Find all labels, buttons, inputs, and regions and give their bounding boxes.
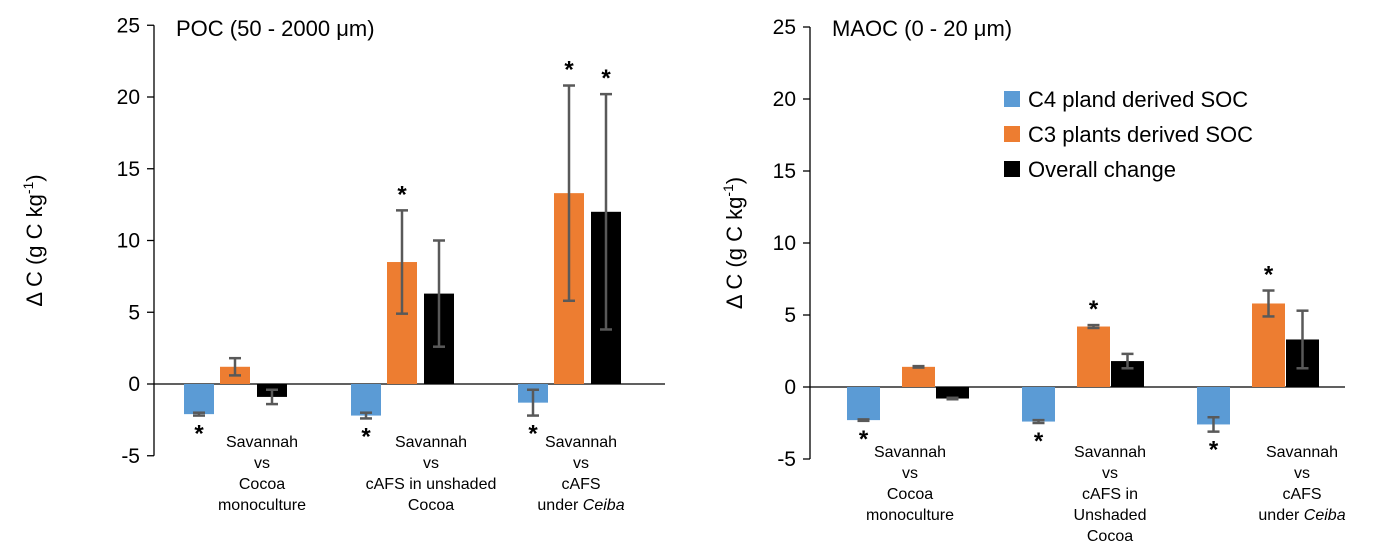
category-label-line: cAFS in <box>1082 486 1138 503</box>
y-tick-label: 15 <box>773 160 796 183</box>
y-tick-label: 10 <box>117 230 140 253</box>
legend-entry: C3 plants derived SOC <box>1028 122 1253 147</box>
category-label-line: Cocoa <box>408 497 454 514</box>
bar-c4 <box>351 384 381 416</box>
significance-star: * <box>528 421 538 448</box>
bar-overall <box>936 387 969 399</box>
category-label-line: Savannah <box>545 434 617 451</box>
bar-c4 <box>1022 387 1055 422</box>
category-label-line: Savannah <box>1074 444 1146 461</box>
legend: C4 pland derived SOC C3 plants derived SO… <box>1004 87 1253 182</box>
chart-title: MAOC (0 - 20 μm) <box>832 16 1012 41</box>
significance-star: * <box>397 181 407 208</box>
category-label-line: vs <box>573 455 589 472</box>
category-label-line: monoculture <box>866 507 954 524</box>
category-label-line: vs <box>423 455 439 472</box>
chart-panel-1: POC (50 - 2000 μm) 25 20 15 10 5 0 -5 Δ C (g C k… <box>20 14 665 514</box>
significance-star: * <box>1209 437 1219 464</box>
category-label-line: under Ceiba <box>537 497 624 514</box>
legend-entry: Overall change <box>1028 157 1176 182</box>
y-tick-label: -5 <box>777 448 796 471</box>
y-tick-label: 5 <box>784 304 796 327</box>
category-label-line: under Ceiba <box>1258 507 1345 524</box>
category-label-line: Cocoa <box>239 476 285 493</box>
category-label-line: vs <box>1294 465 1310 482</box>
category-label-line: vs <box>254 455 270 472</box>
category-label-line: vs <box>902 465 918 482</box>
significance-star: * <box>859 426 869 453</box>
category-label: Savannah vs cAFS in unshaded Cocoa <box>366 434 497 514</box>
y-axis-label: Δ C (g C kg-1) <box>20 174 47 306</box>
category-label-line: cAFS in unshaded <box>366 476 497 493</box>
category-label-italic: Ceiba <box>1304 507 1346 524</box>
category-label-line: cAFS <box>561 476 600 493</box>
significance-star: * <box>1089 296 1099 323</box>
category-label-line: Savannah <box>226 434 298 451</box>
category-label-line: Savannah <box>1266 444 1338 461</box>
bar-c4 <box>184 384 214 415</box>
category-label-line: Cocoa <box>887 486 933 503</box>
category-label: Savannah vs Cocoa monoculture <box>866 444 954 524</box>
category-label-line: Savannah <box>395 434 467 451</box>
significance-star: * <box>361 423 371 450</box>
y-axis-label-main: Δ C (g C kg <box>722 197 747 310</box>
category-label-text: under <box>537 497 582 514</box>
category-label-line: cAFS <box>1282 486 1321 503</box>
y-tick-label: 5 <box>128 301 140 324</box>
bar-c4 <box>847 387 880 421</box>
y-axis-label: Δ C (g C kg-1) <box>720 177 747 309</box>
legend-swatch <box>1004 91 1020 107</box>
bar-c3 <box>1077 326 1110 387</box>
category-label-italic: Ceiba <box>583 497 625 514</box>
significance-star: * <box>1034 428 1044 455</box>
y-tick-label: 15 <box>117 158 140 181</box>
y-tick-label: 10 <box>773 232 796 255</box>
category-label-line: Savannah <box>874 444 946 461</box>
y-tick-label: 0 <box>128 373 140 396</box>
significance-star: * <box>564 57 574 84</box>
y-axis-label-superscript: -1 <box>20 181 36 194</box>
y-axis-label-superscript: -1 <box>720 184 736 197</box>
category-label-line: Cocoa <box>1087 528 1133 545</box>
y-tick-label: 25 <box>773 16 796 39</box>
y-axis-label-close: ) <box>22 174 47 181</box>
legend-entry: C4 pland derived SOC <box>1028 87 1248 112</box>
category-label: Savannah vs cAFS in Unshaded Cocoa <box>1074 444 1147 545</box>
significance-star: * <box>194 421 204 448</box>
legend-swatch <box>1004 126 1020 142</box>
category-label-line: Unshaded <box>1074 507 1147 524</box>
y-tick-label: 0 <box>784 376 796 399</box>
category-label: Savannah vs Cocoa monoculture <box>218 434 306 514</box>
y-tick-label: 25 <box>117 14 140 37</box>
y-tick-label: -5 <box>121 445 140 468</box>
y-axis-label-close: ) <box>722 177 747 184</box>
category-label: Savannah vs cAFS under Ceiba <box>1258 444 1345 524</box>
legend-swatch <box>1004 161 1020 177</box>
category-label-line: vs <box>1102 465 1118 482</box>
y-axis-label-main: Δ C (g C kg <box>22 194 47 307</box>
chart-panel-2: MAOC (0 - 20 μm) 25 20 15 10 5 0 -5 Δ C (g C kg-… <box>720 16 1346 545</box>
chart-title: POC (50 - 2000 μm) <box>176 16 375 41</box>
significance-star: * <box>1264 262 1274 289</box>
category-label-text: under <box>1258 507 1303 524</box>
y-tick-label: 20 <box>117 86 140 109</box>
bar-c3 <box>902 366 935 387</box>
y-tick-label: 20 <box>773 88 796 111</box>
category-label-line: monoculture <box>218 497 306 514</box>
category-label: Savannah vs cAFS under Ceiba <box>537 434 624 514</box>
significance-star: * <box>601 65 611 92</box>
